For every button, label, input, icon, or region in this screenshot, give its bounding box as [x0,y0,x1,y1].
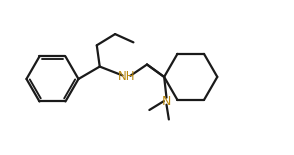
Text: N: N [162,95,171,108]
Text: NH: NH [118,70,135,83]
